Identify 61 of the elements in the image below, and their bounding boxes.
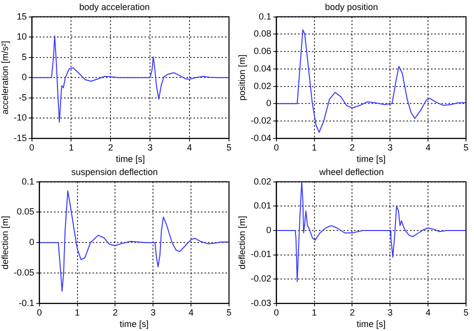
y-tick-label: 0.02 — [254, 80, 272, 91]
x-axis-title: time [s] — [120, 319, 149, 330]
y-tick-label: -0.02 — [250, 274, 272, 284]
x-tick-label: 0 — [36, 307, 42, 318]
y-tick-label: 0 — [29, 237, 34, 248]
y-tick-label: 0.05 — [16, 206, 34, 217]
y-tick-label: 0 — [266, 98, 272, 108]
y-tick-label: 0.01 — [254, 200, 272, 211]
y-tick-label: -0.03 — [250, 298, 272, 308]
y-tick-label: 0.06 — [254, 46, 272, 56]
x-tick-label: 5 — [226, 307, 232, 318]
x-axis-title: time [s] — [356, 319, 386, 330]
x-tick-label: 4 — [426, 142, 431, 152]
chart-title: body position — [324, 2, 378, 12]
x-axis-title: time [s] — [116, 154, 145, 164]
x-tick-label: 4 — [188, 307, 194, 318]
x-tick-label: 0 — [274, 307, 279, 318]
x-tick-label: 1 — [68, 142, 74, 152]
chart-title: suspension deflection — [71, 166, 158, 177]
y-tick-label: 0.1 — [22, 176, 34, 186]
x-tick-label: 4 — [426, 307, 431, 318]
x-tick-label: 2 — [108, 142, 114, 152]
y-tick-label: -5 — [18, 92, 27, 102]
y-tick-label: 0.08 — [254, 28, 272, 39]
x-tick-label: 3 — [150, 307, 156, 318]
x-tick-label: 2 — [350, 142, 355, 152]
y-tick-label: -0.02 — [250, 116, 272, 126]
x-tick-label: 2 — [350, 307, 355, 318]
y-axis-title: deflection [m] — [236, 216, 247, 270]
x-tick-label: 2 — [112, 307, 118, 318]
y-tick-label: -0.1 — [18, 298, 34, 308]
y-tick-label: 5 — [22, 52, 27, 62]
x-tick-label: 5 — [463, 142, 469, 152]
y-tick-label: 0.1 — [258, 11, 272, 22]
x-tick-label: 1 — [312, 142, 317, 152]
y-axis-title: acceleration [m/s²] — [0, 40, 10, 114]
x-tick-label: 3 — [388, 307, 393, 318]
y-tick-label: -0.04 — [250, 132, 272, 143]
x-tick-label: 5 — [226, 142, 232, 152]
y-tick-label: -0.01 — [250, 249, 272, 260]
x-tick-label: 1 — [74, 307, 80, 318]
y-tick-label: 10 — [16, 32, 27, 42]
x-axis-title: time [s] — [356, 154, 386, 164]
x-tick-label: 4 — [187, 142, 192, 152]
x-tick-label: 5 — [463, 307, 469, 318]
x-tick-label: 0 — [274, 142, 279, 152]
y-axis-title: position [m] — [236, 54, 247, 101]
y-axis-title: deflection [m] — [0, 216, 10, 270]
y-tick-label: -0.05 — [14, 267, 34, 278]
x-tick-label: 3 — [388, 142, 393, 152]
y-tick-label: 0.02 — [254, 176, 272, 186]
y-tick-label: 0.04 — [254, 63, 272, 74]
x-tick-label: 3 — [148, 142, 153, 152]
y-tick-label: -15 — [14, 132, 27, 143]
chart-title: body acceleration — [79, 2, 150, 12]
y-tick-label: 15 — [16, 11, 27, 22]
y-tick-label: -10 — [14, 112, 27, 123]
x-tick-label: 1 — [312, 307, 317, 318]
chart-title: wheel deflection — [318, 166, 384, 177]
y-tick-label: 0 — [266, 224, 272, 235]
y-tick-label: 0 — [22, 72, 27, 82]
